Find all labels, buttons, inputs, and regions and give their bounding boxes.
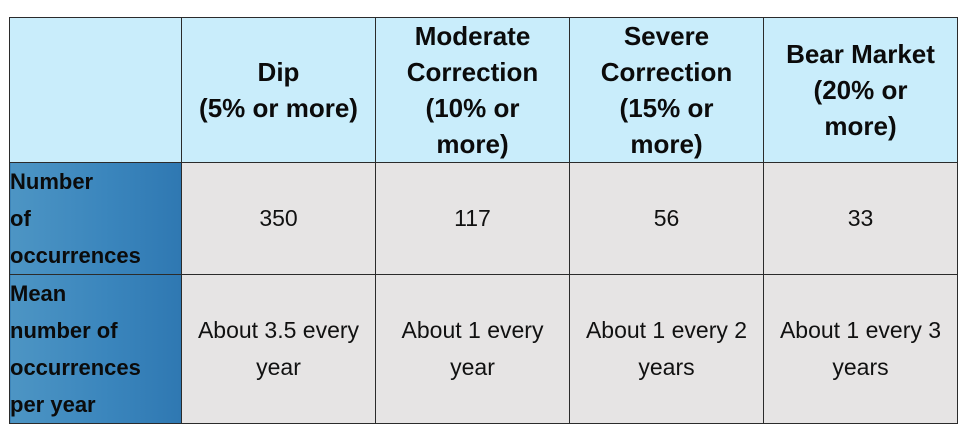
header-line: Correction (600, 57, 733, 87)
column-header-moderate-correction: Moderate Correction (10% or more) (375, 17, 570, 163)
cell-value: years (832, 354, 889, 380)
cell-value: About 3.5 every (197, 317, 360, 343)
table-cell: 117 (375, 162, 570, 275)
market-decline-table: Dip (5% or more) Moderate Correction (10… (9, 17, 958, 424)
table-cell: 56 (569, 162, 764, 275)
table-cell: 350 (181, 162, 376, 275)
row-label-line: per year (10, 392, 96, 417)
row-label-line: number of (10, 318, 118, 343)
cell-value: years (638, 354, 695, 380)
table-cell: About 3.5 every year (181, 274, 376, 424)
row-label-line: Number (10, 169, 94, 194)
cell-value: About 1 every 3 (779, 317, 942, 343)
cell-value: About 1 every 2 (585, 317, 748, 343)
header-line: Dip (257, 57, 300, 87)
column-header-bear-market: Bear Market (20% or more) (763, 17, 958, 163)
table-row-number-of-occurrences: Number of occurrences 350 117 56 33 (9, 162, 958, 275)
header-line: (10% or (425, 93, 520, 123)
column-header-dip: Dip (5% or more) (181, 17, 376, 163)
header-line: Bear Market (786, 39, 935, 69)
table-cell: About 1 every 2 years (569, 274, 764, 424)
cell-value: 33 (847, 205, 874, 231)
table-cell: 33 (763, 162, 958, 275)
cell-value: About 1 every (401, 317, 544, 343)
table-cell: About 1 every year (375, 274, 570, 424)
column-header-severe-correction: Severe Correction (15% or more) (569, 17, 764, 163)
table-cell: About 1 every 3 years (763, 274, 958, 424)
row-label-number-of-occurrences: Number of occurrences (9, 162, 182, 275)
header-line: (5% or more) (199, 93, 358, 123)
row-label-line: occurrences (10, 355, 141, 380)
table-row-mean-number-of-occurrences: Mean number of occurrences per year Abou… (9, 274, 958, 424)
cell-value: 117 (454, 205, 491, 231)
row-label-line: Mean (10, 281, 67, 306)
cell-value: year (450, 354, 495, 380)
header-line: Severe (623, 21, 710, 51)
header-line: more) (630, 129, 703, 159)
cell-value: 350 (259, 205, 298, 231)
header-line: Correction (406, 57, 539, 87)
header-line: more) (824, 111, 897, 141)
cell-value: 56 (653, 205, 680, 231)
corner-cell (9, 17, 182, 163)
header-line: (20% or (813, 75, 908, 105)
header-line: Moderate (414, 21, 531, 51)
row-label-line: occurrences (10, 243, 141, 268)
row-label-mean-number-of-occurrences: Mean number of occurrences per year (9, 274, 182, 424)
cell-value: year (256, 354, 301, 380)
row-label-line: of (10, 206, 31, 231)
header-line: more) (436, 129, 509, 159)
header-row: Dip (5% or more) Moderate Correction (10… (9, 17, 958, 163)
header-line: (15% or (619, 93, 714, 123)
